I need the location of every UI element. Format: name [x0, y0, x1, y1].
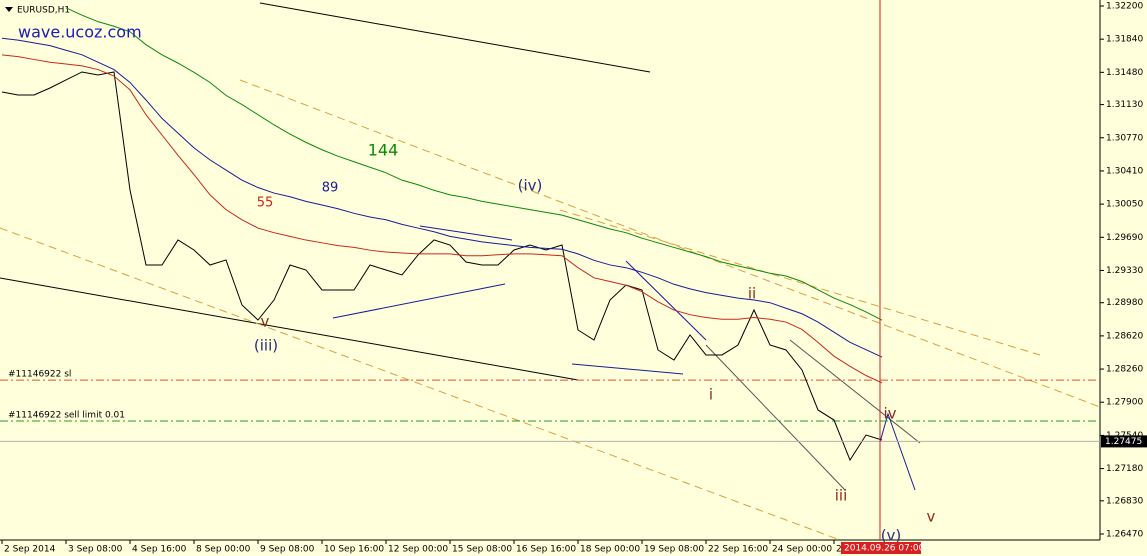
- ma-label: 144: [368, 141, 399, 160]
- current-price-label: 1.27475: [1105, 437, 1142, 447]
- y-tick-label: 1.31130: [1106, 100, 1143, 110]
- channel-line: [239, 79, 1101, 408]
- y-tick-label: 1.28620: [1106, 331, 1143, 341]
- x-tick-label: 15 Sep 08:00: [452, 545, 512, 555]
- y-tick-label: 1.32200: [1106, 1, 1143, 11]
- price-tag: [1101, 435, 1147, 448]
- x-tick-label: 2: [836, 545, 842, 555]
- ma-label: 89: [322, 181, 339, 196]
- order-label: #11146922 sl: [8, 370, 71, 380]
- y-tick-label: 1.31840: [1106, 35, 1143, 45]
- x-tick-label: 22 Sep 16:00: [708, 545, 768, 555]
- x-tick-label: 4 Sep 16:00: [132, 545, 187, 555]
- y-tick-label: 1.31480: [1106, 68, 1143, 78]
- x-tick-label: 16 Sep 16:00: [516, 545, 576, 555]
- y-tick-label: 1.30050: [1106, 200, 1143, 210]
- y-tick-label: 1.28980: [1106, 298, 1143, 308]
- wave-label: iii: [835, 487, 848, 505]
- drawings: [0, 2, 1101, 541]
- moving-average: [1, 37, 883, 358]
- y-tick-label: 1.29330: [1106, 266, 1143, 276]
- wedge-line: [625, 260, 707, 341]
- channel-line: [0, 227, 841, 541]
- x-tick-label: 10 Sep 16:00: [324, 545, 384, 555]
- time-tag: [841, 542, 921, 554]
- y-tick-label: 1.26830: [1106, 496, 1143, 506]
- x-tick-label: 24 Sep 00:00: [772, 545, 832, 555]
- triangle-line: [332, 283, 506, 319]
- menu-icon[interactable]: [5, 7, 13, 12]
- symbol-title: EURUSD,H1: [17, 6, 70, 16]
- wave-label: (iii): [254, 337, 278, 355]
- x-tick-label: 19 Sep 08:00: [644, 545, 704, 555]
- x-tick-label: 3 Sep 08:00: [68, 545, 123, 555]
- time-label: 2014.09.26 07:00: [844, 544, 925, 554]
- x-tick-label: 12 Sep 00:00: [388, 545, 448, 555]
- y-tick-label: 1.27900: [1106, 398, 1143, 408]
- moving-average: [1, 54, 883, 384]
- price-line: [1, 71, 883, 462]
- ma-label: 55: [257, 196, 274, 211]
- wave-label: (iv): [518, 177, 543, 195]
- wave-label: ii: [748, 285, 756, 303]
- wave-label: v: [261, 313, 270, 331]
- y-tick-label: 1.28260: [1106, 365, 1143, 375]
- triangle-line: [419, 225, 513, 241]
- trend-line: [259, 2, 651, 73]
- channel-line: [559, 209, 1041, 356]
- thin-line: [789, 339, 921, 444]
- y-tick-label: 1.30410: [1106, 166, 1143, 176]
- y-tick-label: 1.27180: [1106, 464, 1143, 474]
- projection: [879, 412, 916, 491]
- thin-line: [705, 344, 846, 491]
- y-tick-label: 1.29690: [1106, 233, 1143, 243]
- order-label: #11146922 sell limit 0.01: [8, 411, 125, 421]
- y-tick-label: 1.26470: [1106, 530, 1143, 540]
- moving-average: [65, 7, 883, 321]
- wave-label: (v): [881, 527, 902, 545]
- wedge-line: [571, 363, 684, 375]
- wave-label: v: [927, 508, 936, 526]
- trend-line: [0, 277, 579, 381]
- wave-label: wave.ucoz.com: [18, 23, 142, 42]
- wave-label: iv: [883, 405, 896, 423]
- wave-label: i: [709, 386, 713, 404]
- x-tick-label: 9 Sep 08:00: [260, 545, 315, 555]
- x-tick-label: 18 Sep 00:00: [580, 545, 640, 555]
- x-tick-label: 8 Sep 00:00: [196, 545, 251, 555]
- y-tick-label: 1.30770: [1106, 133, 1143, 143]
- x-tick-label: 2 Sep 2014: [4, 545, 56, 555]
